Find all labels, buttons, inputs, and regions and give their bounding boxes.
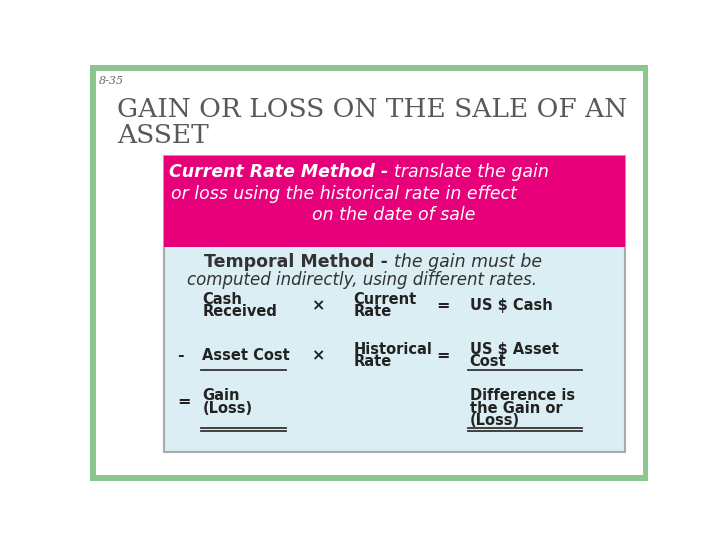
Text: Gain: Gain bbox=[202, 388, 240, 403]
Text: ×: × bbox=[312, 298, 325, 313]
Text: =: = bbox=[178, 394, 191, 409]
Text: Rate: Rate bbox=[354, 354, 392, 369]
Text: (Loss): (Loss) bbox=[469, 413, 520, 428]
FancyBboxPatch shape bbox=[163, 156, 625, 452]
Text: US $ Cash: US $ Cash bbox=[469, 298, 552, 313]
Text: GAIN OR LOSS ON THE SALE OF AN: GAIN OR LOSS ON THE SALE OF AN bbox=[117, 97, 627, 122]
Text: -: - bbox=[178, 348, 184, 363]
Text: Cash: Cash bbox=[202, 292, 242, 307]
Text: =: = bbox=[436, 298, 449, 313]
FancyBboxPatch shape bbox=[163, 156, 625, 247]
FancyBboxPatch shape bbox=[92, 67, 646, 478]
Text: Rate: Rate bbox=[354, 304, 392, 319]
Text: Received: Received bbox=[202, 304, 277, 319]
Text: Cost: Cost bbox=[469, 354, 506, 369]
Text: the gain must be: the gain must be bbox=[394, 253, 542, 271]
Text: 8-35: 8-35 bbox=[99, 76, 125, 85]
Text: Current Rate Method -: Current Rate Method - bbox=[168, 164, 394, 181]
Text: the Gain or: the Gain or bbox=[469, 401, 562, 415]
Text: Historical: Historical bbox=[354, 342, 433, 357]
Text: Difference is: Difference is bbox=[469, 388, 575, 403]
Text: on the date of sale: on the date of sale bbox=[312, 206, 475, 225]
Text: translate the gain: translate the gain bbox=[394, 164, 549, 181]
Text: Temporal Method -: Temporal Method - bbox=[204, 253, 394, 271]
Text: computed indirectly, using different rates.: computed indirectly, using different rat… bbox=[187, 271, 537, 289]
Text: Asset Cost: Asset Cost bbox=[202, 348, 290, 363]
Text: ASSET: ASSET bbox=[117, 123, 209, 148]
Text: US $ Asset: US $ Asset bbox=[469, 342, 559, 357]
Text: (Loss): (Loss) bbox=[202, 401, 253, 415]
Text: or loss using the historical rate in effect: or loss using the historical rate in eff… bbox=[171, 185, 518, 203]
Text: =: = bbox=[436, 348, 449, 363]
Text: Current: Current bbox=[354, 292, 417, 307]
Text: ×: × bbox=[312, 348, 325, 363]
